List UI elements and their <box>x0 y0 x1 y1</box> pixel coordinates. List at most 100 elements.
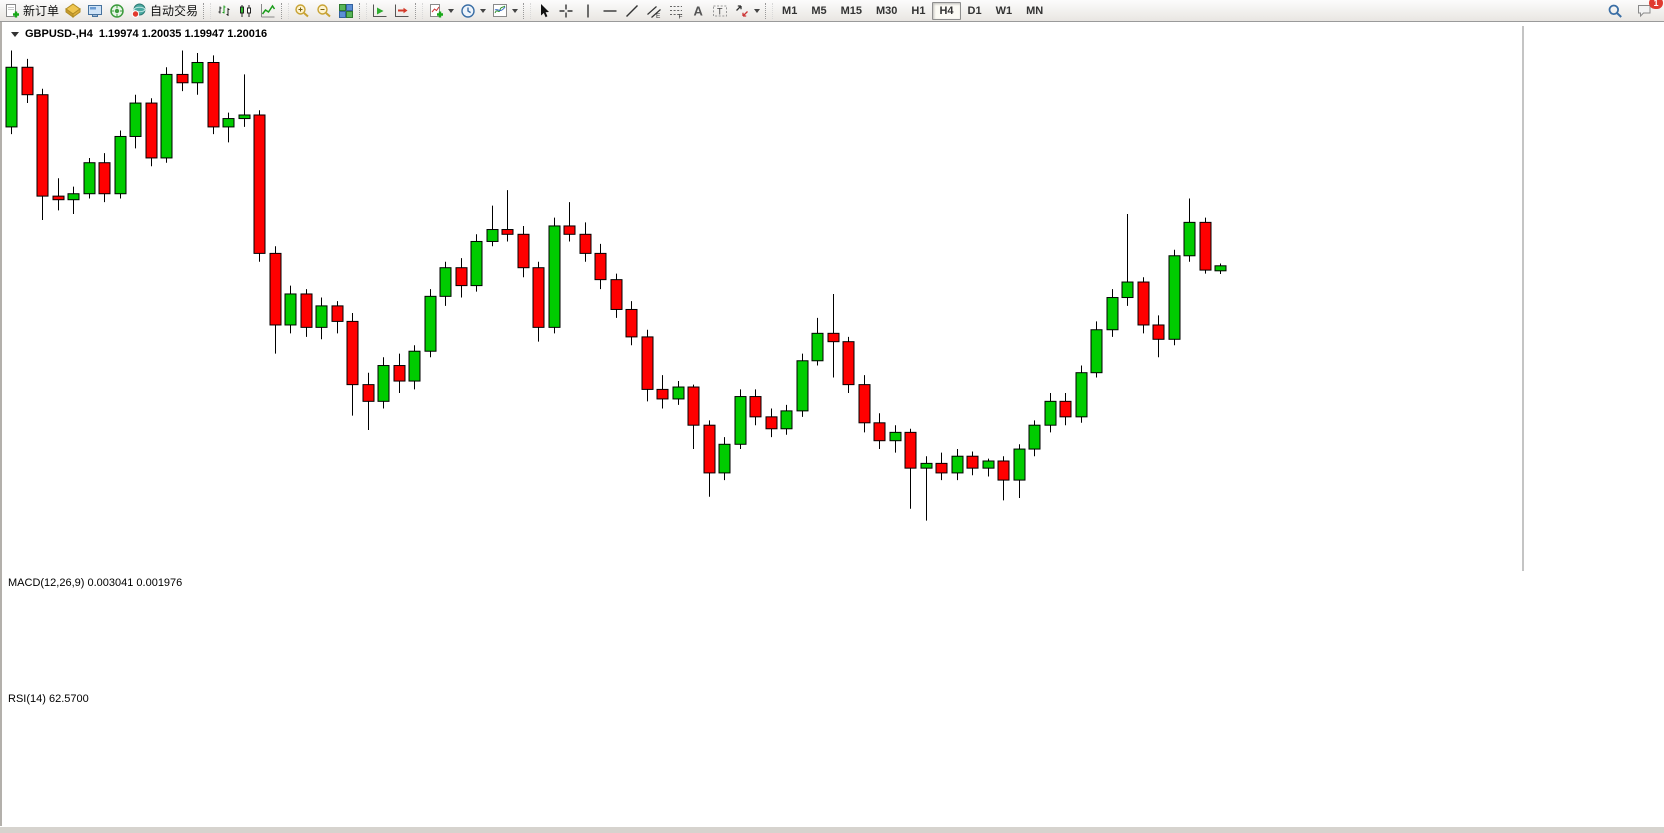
crosshair-button[interactable] <box>555 1 577 21</box>
candle <box>563 202 576 242</box>
candle <box>207 55 220 135</box>
candle <box>625 301 638 346</box>
line-chart-button[interactable] <box>257 1 279 21</box>
market-watch-icon <box>65 2 81 18</box>
autotrading-button-label: 自动交易 <box>150 4 199 18</box>
text-label-button[interactable]: T <box>709 1 731 21</box>
rsi-indicator-label: RSI(14) 62.5700 <box>8 693 89 705</box>
chevron-down-icon[interactable] <box>448 8 455 13</box>
new-order-icon <box>6 3 19 17</box>
toolbar-grip <box>523 2 532 19</box>
candle <box>1183 198 1196 262</box>
timeframe-w1-button[interactable]: W1 <box>995 4 1013 17</box>
chart-ohlc-values: 1.19974 1.20035 1.19947 1.20016 <box>98 28 268 40</box>
cursor-icon <box>541 3 550 17</box>
chevron-down-icon[interactable] <box>754 8 761 13</box>
indicators-button[interactable] <box>425 1 457 21</box>
candle <box>300 289 313 337</box>
indicators-icon <box>430 3 444 17</box>
bar-chart-button[interactable] <box>213 1 235 21</box>
timeframe-d1-button[interactable]: D1 <box>967 4 982 17</box>
timeframe-m15-button[interactable]: M15 <box>840 4 862 17</box>
timeframe-m5-button[interactable]: M5 <box>811 4 827 17</box>
candle <box>1168 249 1181 346</box>
autotrading-button[interactable]: 自动交易 <box>128 1 201 21</box>
candle <box>703 420 716 497</box>
candle <box>811 317 824 366</box>
new-order-button-label: 新订单 <box>23 4 60 18</box>
tile-windows-button[interactable] <box>335 1 357 21</box>
candle <box>331 301 344 334</box>
macd-indicator-label: MACD(12,26,9) 0.003041 0.001976 <box>8 577 183 589</box>
candle <box>160 67 173 163</box>
candle <box>5 50 18 135</box>
candle <box>718 437 731 481</box>
candle <box>501 190 514 242</box>
horizontal-line-button[interactable] <box>599 1 621 21</box>
candle <box>641 329 654 402</box>
chevron-down-icon[interactable] <box>480 8 487 13</box>
cursor-button[interactable] <box>533 1 555 21</box>
fibo-icon: F <box>670 5 683 19</box>
navigator-button[interactable] <box>106 1 128 21</box>
channel-icon: E <box>647 5 661 19</box>
zoom-out-icon <box>317 3 331 17</box>
timeframe-mn-button[interactable]: MN <box>1026 4 1044 17</box>
toolbar-grip <box>281 2 290 19</box>
timeframe-h1-button[interactable]: H1 <box>911 4 926 17</box>
candle <box>672 381 685 405</box>
vertical-line-button[interactable] <box>577 1 599 21</box>
candle <box>393 353 406 393</box>
svg-text:F: F <box>679 13 683 19</box>
candle <box>439 261 452 306</box>
periods-button[interactable] <box>457 1 489 21</box>
navigator-icon <box>110 3 124 18</box>
text-button[interactable]: A <box>687 1 709 21</box>
toolbar-grip <box>359 2 368 19</box>
candle <box>532 261 545 342</box>
chart-shift-button[interactable] <box>391 1 413 21</box>
toolbar-grip <box>765 2 774 19</box>
candle <box>517 225 530 278</box>
candle <box>1090 321 1103 378</box>
search-button[interactable] <box>1604 1 1626 21</box>
auto-scroll-button[interactable] <box>369 1 391 21</box>
chart-title-row: GBPUSD-,H4 1.19974 1.20035 1.19947 1.200… <box>11 28 267 40</box>
candle <box>904 428 917 509</box>
candle <box>346 313 359 416</box>
candle <box>129 94 142 149</box>
candle <box>1044 392 1057 433</box>
equidistant-channel-button[interactable]: E <box>643 1 665 21</box>
candle <box>765 408 778 438</box>
candle <box>1121 214 1134 306</box>
zoom-in-button[interactable] <box>291 1 313 21</box>
line-chart-icon <box>261 3 276 17</box>
data-window-button[interactable] <box>84 1 106 21</box>
candle <box>1106 289 1119 337</box>
text-icon: A <box>694 3 704 18</box>
templates-button[interactable] <box>489 1 521 21</box>
timeframe-h4-button[interactable]: H4 <box>932 1 961 20</box>
shift-icon <box>395 4 409 17</box>
hline-icon <box>603 9 617 12</box>
timeframe-m1-button[interactable]: M1 <box>782 4 798 17</box>
market-watch-button[interactable] <box>62 1 84 21</box>
candlestick-chart-button[interactable] <box>235 1 257 21</box>
zoom-out-button[interactable] <box>313 1 335 21</box>
candle <box>1214 263 1227 275</box>
fibonacci-button[interactable]: F <box>665 1 687 21</box>
candle <box>424 289 437 358</box>
template-icon <box>493 3 508 17</box>
timeframe-m30-button[interactable]: M30 <box>876 4 898 17</box>
tile-icon <box>339 3 354 18</box>
chevron-down-icon[interactable] <box>512 8 519 13</box>
zoom-in-icon <box>295 3 309 17</box>
collapse-chevron-icon[interactable] <box>11 31 19 37</box>
candle <box>548 217 561 334</box>
candle <box>656 375 669 409</box>
new-order-button[interactable]: 新订单 <box>1 1 62 21</box>
chart-canvas[interactable] <box>2 22 1664 833</box>
notifications-button[interactable]: 1 <box>1634 0 1663 21</box>
arrows-button[interactable] <box>731 1 763 21</box>
trendline-button[interactable] <box>621 1 643 21</box>
